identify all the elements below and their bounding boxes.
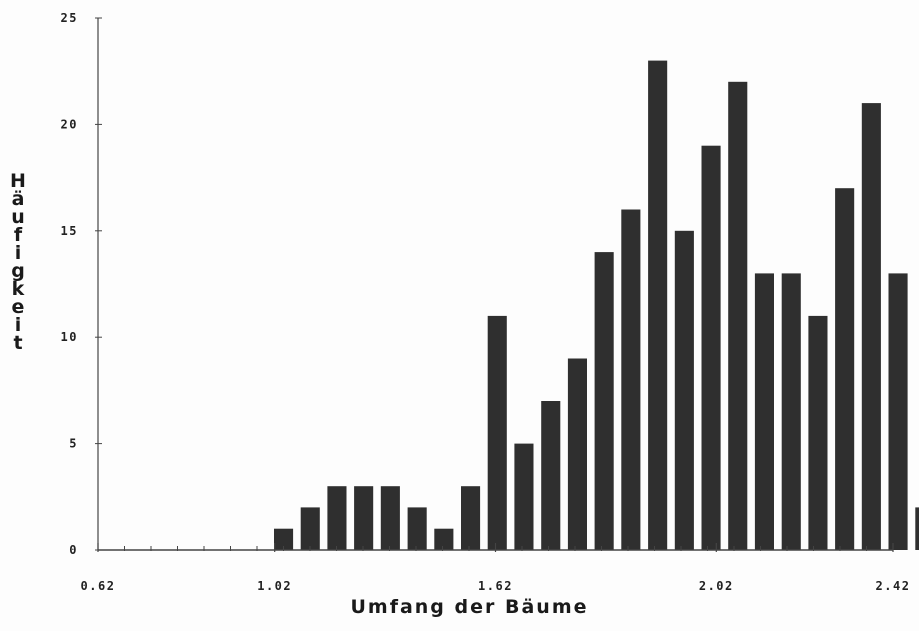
histogram-bar — [461, 486, 481, 550]
histogram-bar — [407, 507, 427, 550]
y-axis-title-letter: k — [11, 278, 25, 301]
histogram-bar — [300, 507, 320, 550]
histogram-bar — [567, 358, 587, 550]
histogram-bar — [621, 209, 641, 550]
y-tick-label: 0 — [69, 543, 78, 557]
y-axis-title-letter: t — [13, 332, 23, 355]
bars-group — [274, 60, 919, 551]
y-axis-title-letter: ä — [11, 188, 25, 211]
histogram-bar — [674, 230, 694, 551]
y-tick-label: 5 — [69, 437, 78, 451]
y-axis-title-letter: i — [14, 242, 22, 265]
y-axis-title-letter: H — [10, 170, 26, 192]
histogram-bar — [781, 273, 801, 550]
y-axis-title-letter: u — [11, 206, 25, 229]
histogram-bar — [541, 401, 561, 550]
y-axis-title-letter: e — [11, 296, 25, 319]
y-tick-label: 15 — [61, 224, 78, 238]
y-axis-title-letter: f — [13, 224, 23, 247]
histogram-bar — [594, 252, 614, 550]
x-tick-label: 2.42 — [876, 579, 911, 593]
y-tick-label: 25 — [61, 11, 78, 25]
ticks-group: 0.62 1.02 1.62 2.02 2.42 0 5 10 15 20 25 — [61, 11, 911, 593]
y-tick-label: 20 — [61, 117, 78, 131]
histogram-bar — [487, 315, 507, 550]
y-axis-title-letter: g — [11, 260, 25, 283]
histogram-bar — [274, 528, 294, 550]
x-tick-label: 2.02 — [699, 579, 734, 593]
histogram-bar — [835, 188, 855, 550]
histogram-bar — [888, 273, 908, 550]
histogram-bar — [861, 103, 881, 550]
histogram-bar — [648, 60, 668, 550]
histogram-bar — [327, 486, 347, 550]
histogram-bar — [354, 486, 374, 550]
histogram-bar — [514, 443, 534, 550]
histogram-bar — [434, 528, 454, 550]
histogram-bar — [380, 486, 400, 550]
x-tick-label: 0.62 — [81, 579, 116, 593]
y-axis-title-letter: i — [14, 314, 22, 337]
histogram-bar — [728, 81, 748, 551]
y-tick-label: 10 — [61, 330, 78, 344]
x-tick-label: 1.02 — [257, 579, 292, 593]
histogram-bar — [701, 145, 721, 550]
histogram-bar — [915, 507, 919, 550]
histogram-bar — [808, 315, 828, 550]
histogram-bar — [754, 273, 774, 550]
x-tick-label: 1.62 — [478, 579, 513, 593]
x-axis-title: Umfang der Bäume — [350, 596, 589, 618]
